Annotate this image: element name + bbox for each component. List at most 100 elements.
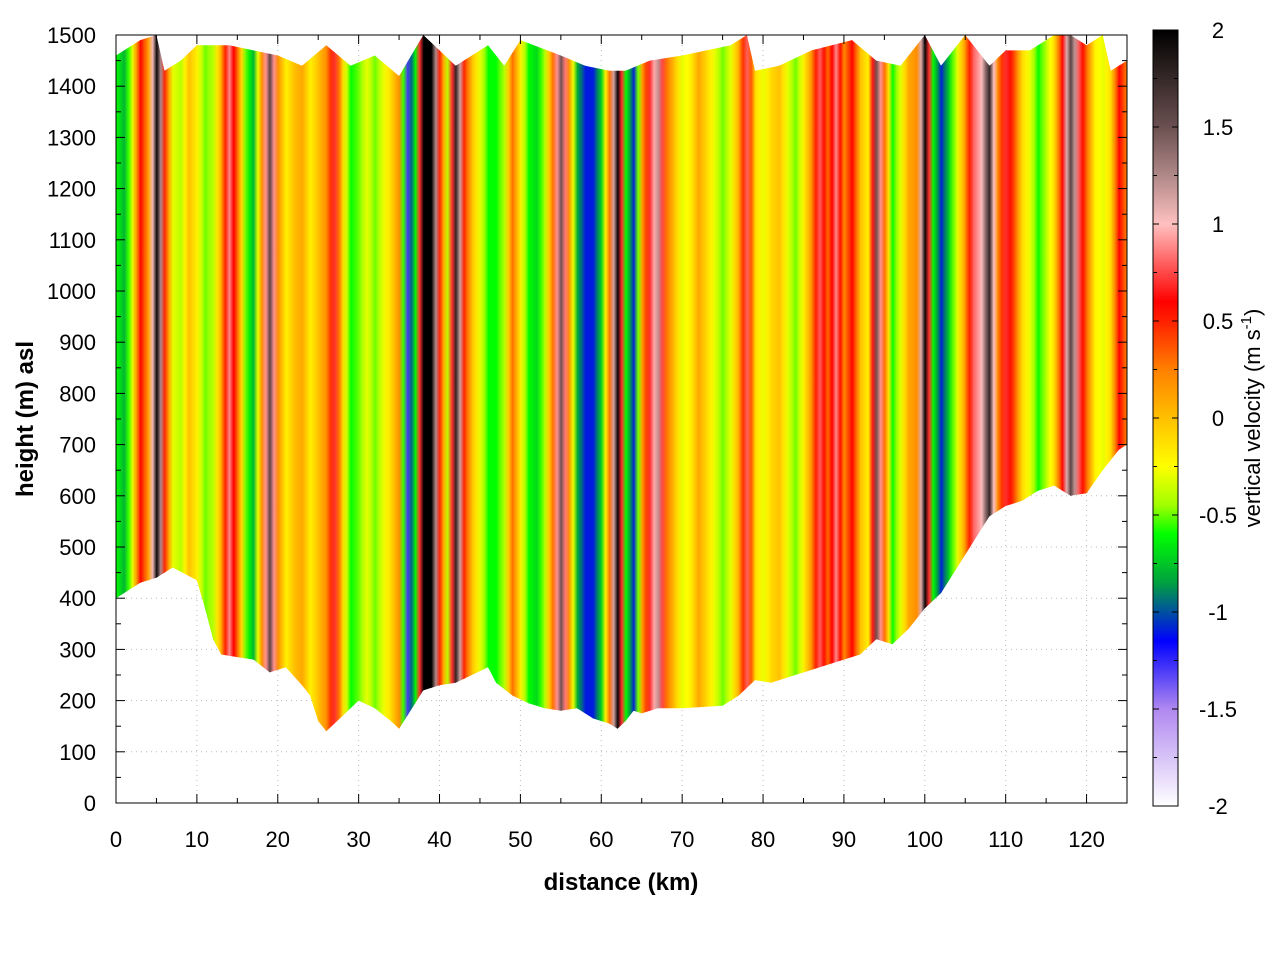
heatmap-column xyxy=(827,35,837,732)
heatmap-column xyxy=(1029,35,1039,732)
x-tick-label: 50 xyxy=(508,827,532,852)
x-tick-label: 110 xyxy=(988,827,1023,852)
heatmap-column xyxy=(318,35,327,732)
heatmap-column xyxy=(787,35,796,732)
y-tick-label: 0 xyxy=(84,791,96,816)
heatmap-column xyxy=(431,35,441,732)
y-tick-label: 500 xyxy=(59,535,96,560)
heatmap-column xyxy=(269,35,279,732)
heatmap-column xyxy=(916,35,926,732)
heatmap-column xyxy=(811,35,821,732)
heatmap-column xyxy=(423,35,433,732)
heatmap-column xyxy=(399,35,408,732)
y-tick-label: 1400 xyxy=(47,74,96,99)
heatmap-column xyxy=(843,35,853,732)
x-tick-label: 30 xyxy=(346,827,370,852)
colorbar-tick-label: -1.5 xyxy=(1199,697,1237,722)
heatmap-column xyxy=(350,35,360,732)
colorbar-axis: -2 -1.5 -1 -0.5 0 0.5 1 1.5 2 xyxy=(1153,18,1237,819)
heatmap-column xyxy=(463,35,473,732)
heatmap-column xyxy=(852,35,861,732)
heatmap-column xyxy=(981,35,991,732)
heatmap-column xyxy=(665,35,675,732)
heatmap-column xyxy=(196,35,206,732)
heatmap-column xyxy=(997,35,1007,732)
heatmap-column xyxy=(949,35,958,732)
heatmap-column xyxy=(649,35,659,732)
y-tick-label: 1500 xyxy=(47,23,96,48)
colorbar-tick-label: 2 xyxy=(1212,18,1224,43)
colorbar-tick-label: 1 xyxy=(1212,212,1224,237)
colorbar-tick-label: 1.5 xyxy=(1203,115,1234,140)
heatmap-column xyxy=(342,35,352,732)
heatmap-column xyxy=(140,35,149,732)
x-tick-label: 70 xyxy=(670,827,694,852)
heatmap-column xyxy=(754,35,764,732)
x-tick-label: 100 xyxy=(906,827,943,852)
heatmap-column xyxy=(560,35,570,732)
heatmap-column xyxy=(722,35,732,732)
heatmap-column xyxy=(439,35,449,732)
y-tick-label: 700 xyxy=(59,433,96,458)
heatmap-column xyxy=(819,35,829,732)
colorbar-tick-label: -2 xyxy=(1208,794,1228,819)
x-tick-label: 0 xyxy=(110,827,122,852)
heatmap-column xyxy=(180,35,190,732)
y-tick-label: 100 xyxy=(59,740,96,765)
heatmap-column xyxy=(924,35,934,732)
heatmap-column xyxy=(690,35,699,732)
colorbar-title: vertical velocity (m s-1) xyxy=(1238,309,1265,528)
heatmap-column xyxy=(204,35,214,732)
y-tick-label: 200 xyxy=(59,689,96,714)
heatmap-column xyxy=(544,35,554,732)
colorbar-tick-label: -1 xyxy=(1208,600,1228,625)
heatmap-column xyxy=(407,35,416,732)
heatmap-column xyxy=(568,35,578,732)
y-tick-label: 1100 xyxy=(49,228,96,253)
heatmap-column xyxy=(277,35,287,732)
heatmap-column xyxy=(326,35,335,732)
heatmap-column xyxy=(989,35,999,732)
heatmap-column xyxy=(245,35,255,732)
y-tick-label: 400 xyxy=(59,586,96,611)
heatmap-column xyxy=(609,35,619,732)
heatmap-column xyxy=(682,35,691,732)
heatmap-column xyxy=(116,35,125,732)
x-tick-label: 40 xyxy=(427,827,451,852)
heatmap-column xyxy=(593,35,602,732)
heatmap-column xyxy=(714,35,724,732)
heatmap-column xyxy=(657,35,667,732)
heatmap-column xyxy=(302,35,311,732)
heatmap-column xyxy=(156,35,166,732)
heatmap-column xyxy=(172,35,182,732)
heatmap-column xyxy=(358,35,368,732)
heatmap-column xyxy=(1110,35,1120,732)
heatmap-column xyxy=(884,35,894,732)
heatmap-column xyxy=(148,35,158,732)
heatmap-column xyxy=(504,35,513,732)
heatmap-columns xyxy=(116,35,1127,732)
y-tick-label: 1000 xyxy=(47,279,96,304)
x-tick-label: 90 xyxy=(832,827,856,852)
heatmap-column xyxy=(577,35,586,732)
heatmap-column xyxy=(698,35,708,732)
x-tick-label: 80 xyxy=(751,827,775,852)
heatmap-column xyxy=(374,35,384,732)
colorbar-tick-label: 0.5 xyxy=(1203,309,1234,334)
x-tick-label: 20 xyxy=(266,827,290,852)
heatmap-column xyxy=(1021,35,1031,732)
x-tick-label: 120 xyxy=(1068,827,1105,852)
heatmap-column xyxy=(1005,35,1015,732)
colorbar-tick-label: -0.5 xyxy=(1199,503,1237,528)
heatmap-column xyxy=(164,35,174,732)
y-tick-label: 1300 xyxy=(47,125,96,150)
heatmap-column xyxy=(293,35,303,732)
x-axis-title: distance (km) xyxy=(544,869,699,896)
y-tick-label: 800 xyxy=(59,381,96,406)
heatmap-column xyxy=(1038,35,1047,732)
heatmap-column xyxy=(803,35,813,732)
heatmap-column xyxy=(973,35,983,732)
heatmap-column xyxy=(455,35,465,732)
heatmap-column xyxy=(253,35,263,732)
